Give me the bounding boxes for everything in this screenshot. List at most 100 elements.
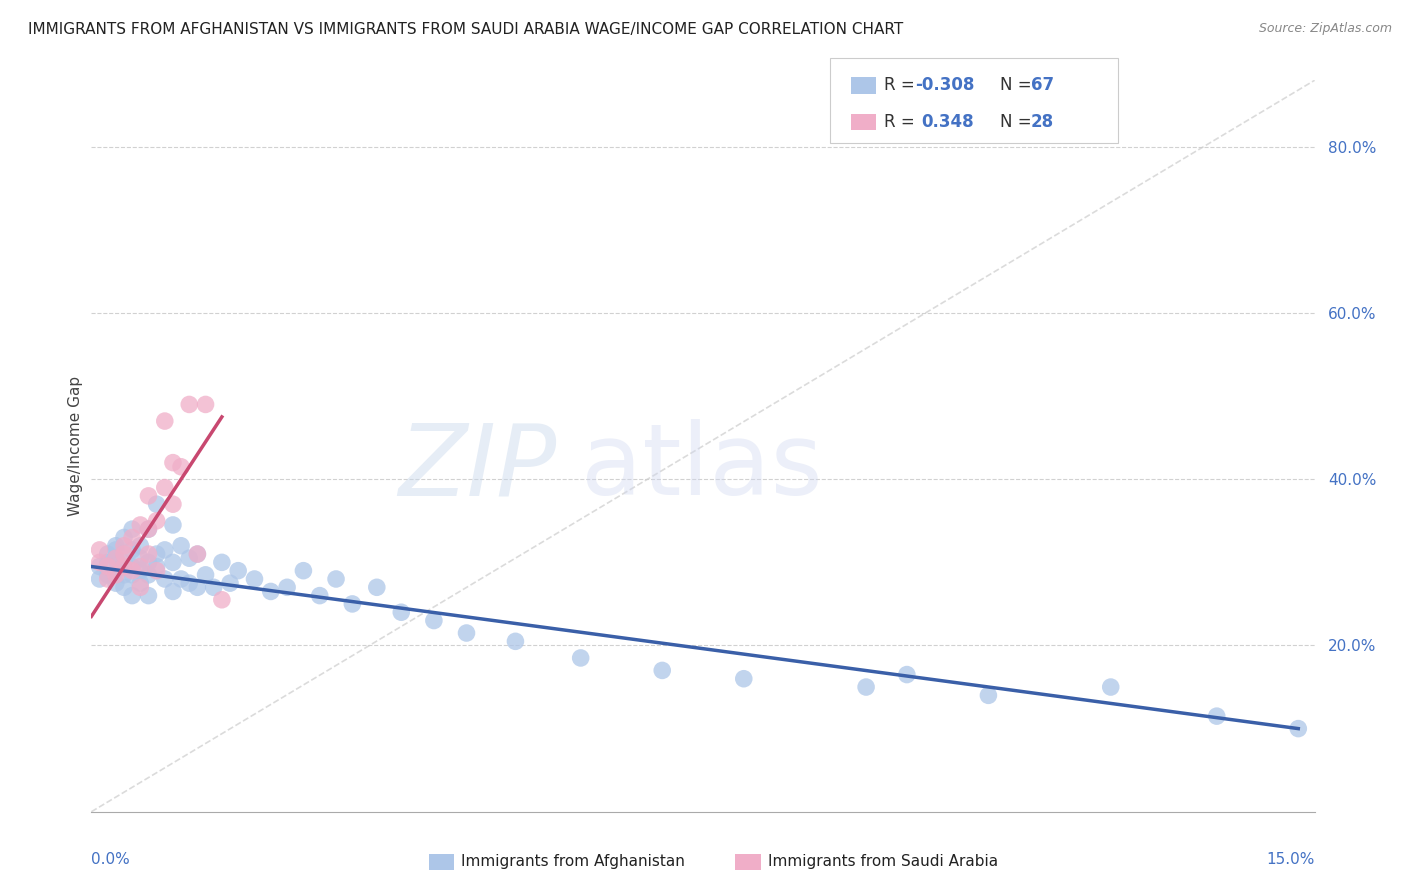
Point <box>1205 709 1227 723</box>
Point <box>243 572 266 586</box>
Point <box>104 551 127 566</box>
Point <box>211 592 233 607</box>
Point <box>162 555 184 569</box>
Point <box>104 576 127 591</box>
Point <box>129 518 152 533</box>
Point <box>145 497 167 511</box>
Point <box>129 576 152 591</box>
Point <box>129 539 152 553</box>
Point <box>138 555 160 569</box>
Point <box>153 481 176 495</box>
Point <box>292 564 315 578</box>
Text: -0.308: -0.308 <box>915 76 974 95</box>
Text: N =: N = <box>1000 112 1036 130</box>
Point <box>138 522 160 536</box>
Point <box>733 672 755 686</box>
Point <box>121 559 143 574</box>
Point <box>855 680 877 694</box>
Point <box>211 555 233 569</box>
Text: atlas: atlas <box>581 419 823 516</box>
Text: R =: R = <box>884 112 921 130</box>
Text: 28: 28 <box>1031 112 1053 130</box>
Point <box>1286 722 1309 736</box>
Point <box>194 397 217 411</box>
Point <box>145 559 167 574</box>
Point <box>97 559 120 574</box>
Point <box>186 547 208 561</box>
Point <box>89 542 111 557</box>
Point <box>138 567 160 582</box>
Point <box>186 547 208 561</box>
Point <box>104 551 127 566</box>
Point <box>112 580 135 594</box>
Text: N =: N = <box>1000 76 1036 95</box>
Point <box>112 539 135 553</box>
Point <box>104 542 127 557</box>
Point <box>138 589 160 603</box>
Point <box>162 456 184 470</box>
Point <box>162 584 184 599</box>
Point <box>112 530 135 544</box>
Point <box>112 547 135 561</box>
Point <box>260 584 283 599</box>
Point <box>276 580 298 594</box>
Point <box>89 555 111 569</box>
Text: Source: ZipAtlas.com: Source: ZipAtlas.com <box>1258 22 1392 36</box>
Point <box>104 564 127 578</box>
Point <box>97 567 120 582</box>
Point <box>89 559 111 574</box>
Point <box>153 572 176 586</box>
Point <box>138 522 160 536</box>
Point <box>97 572 120 586</box>
Point <box>896 667 918 681</box>
Point <box>112 559 135 574</box>
Point <box>366 580 388 594</box>
Point <box>179 551 201 566</box>
Text: 15.0%: 15.0% <box>1267 852 1315 867</box>
Y-axis label: Wage/Income Gap: Wage/Income Gap <box>67 376 83 516</box>
Point <box>129 564 152 578</box>
Point <box>112 567 135 582</box>
Point <box>121 542 143 557</box>
Point <box>325 572 347 586</box>
Point <box>162 518 184 533</box>
Point <box>138 489 160 503</box>
Point <box>121 589 143 603</box>
Point <box>112 555 135 569</box>
Point <box>342 597 364 611</box>
Point <box>121 530 143 544</box>
Point <box>97 547 120 561</box>
Point <box>179 397 201 411</box>
Point <box>129 580 152 594</box>
Point <box>153 414 176 428</box>
Point <box>170 539 193 553</box>
Point <box>104 539 127 553</box>
Point <box>1099 680 1122 694</box>
Point <box>194 567 217 582</box>
Point <box>145 547 167 561</box>
Point <box>219 576 242 591</box>
Point <box>170 572 193 586</box>
Point <box>104 567 127 582</box>
Point <box>186 580 208 594</box>
Point <box>569 651 592 665</box>
Point <box>138 547 160 561</box>
Point <box>129 551 152 566</box>
Text: Immigrants from Saudi Arabia: Immigrants from Saudi Arabia <box>768 855 998 869</box>
Point <box>145 564 167 578</box>
Point <box>97 555 120 569</box>
Point <box>121 522 143 536</box>
Point <box>389 605 412 619</box>
Point <box>226 564 249 578</box>
Point <box>423 614 446 628</box>
Point <box>153 542 176 557</box>
Point <box>505 634 527 648</box>
Point <box>308 589 330 603</box>
Point <box>145 514 167 528</box>
Point <box>456 626 478 640</box>
Point <box>202 580 225 594</box>
Point <box>977 689 1000 703</box>
Text: 67: 67 <box>1031 76 1053 95</box>
Text: Immigrants from Afghanistan: Immigrants from Afghanistan <box>461 855 685 869</box>
Point <box>129 559 152 574</box>
